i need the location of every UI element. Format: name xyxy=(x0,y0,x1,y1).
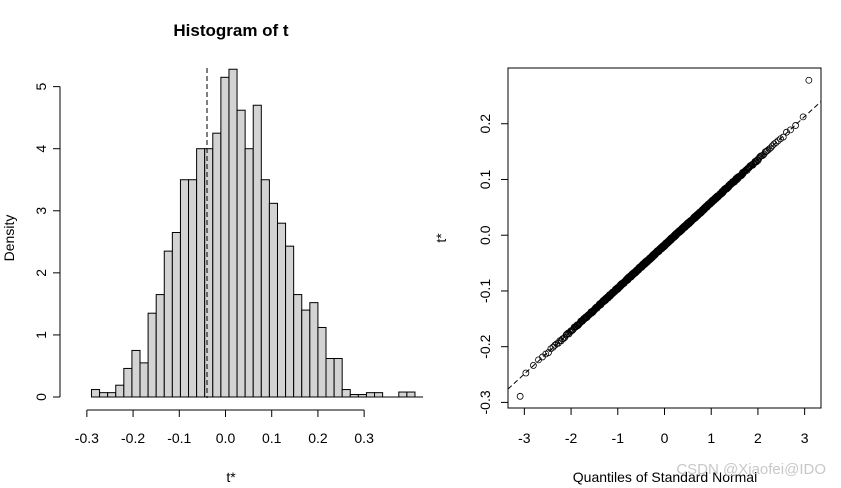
histogram-y-tick-label: 3 xyxy=(33,207,49,215)
histogram-bar xyxy=(163,250,173,398)
qq-x-tick-label: -3 xyxy=(518,430,531,446)
histogram-x-tick-label: 0.2 xyxy=(308,430,328,446)
histogram-bar xyxy=(147,312,157,398)
histogram-y-tick-label: 1 xyxy=(33,331,49,339)
qq-point xyxy=(759,151,767,159)
qq-y-tick-label: 0.1 xyxy=(477,170,493,190)
histogram-bar xyxy=(309,302,319,398)
histogram-panel: Histogram of t -0.3 -0.2 -0.1 0.0 0.1 0.2 0.3 … xyxy=(1,21,424,485)
qq-point xyxy=(560,334,568,342)
histogram-x-tick-label: -0.3 xyxy=(75,430,99,446)
histogram-bar xyxy=(293,294,303,398)
histogram-bar xyxy=(228,68,238,398)
histogram-bar xyxy=(325,358,335,398)
histogram-bar xyxy=(139,362,149,398)
histogram-y-tick-label: 4 xyxy=(33,145,49,153)
qq-point xyxy=(779,133,787,141)
qq-x-tick-label: 0 xyxy=(661,430,669,446)
histogram-bar xyxy=(398,391,408,398)
histogram-bar xyxy=(188,179,198,398)
qq-point xyxy=(770,140,778,148)
qq-point xyxy=(783,128,790,136)
qq-point xyxy=(516,392,524,400)
qq-point xyxy=(535,356,542,364)
histogram-y-tick-label: 0 xyxy=(33,393,49,401)
histogram-bar xyxy=(406,391,416,398)
histogram-bar xyxy=(333,358,343,398)
qq-x-tick-label: -1 xyxy=(612,430,625,446)
qq-point xyxy=(774,137,782,145)
qq-x-tick-label: -2 xyxy=(565,430,578,446)
qq-point xyxy=(549,343,557,351)
histogram-bar xyxy=(220,76,230,398)
histogram-bar xyxy=(131,349,141,398)
qq-plot-panel: -3 -2 -1 0 1 2 3 -0.3 -0.2 -0.1 0.0 0.1 0.2 Quantil… xyxy=(433,67,822,485)
qq-x-axis: -3 -2 -1 0 1 2 3 xyxy=(518,408,809,446)
histogram-bar xyxy=(244,148,254,398)
qq-plot-frame xyxy=(507,67,822,409)
histogram-x-tick-label: 0.3 xyxy=(354,430,374,446)
histogram-x-tick-label: -0.2 xyxy=(121,430,145,446)
qq-y-tick-label: -0.2 xyxy=(477,334,493,358)
histogram-y-tick-label: 2 xyxy=(33,269,49,277)
histogram-bar xyxy=(99,392,109,398)
qq-point xyxy=(545,349,552,356)
histogram-y-tick-label: 5 xyxy=(33,83,49,91)
histogram-title: Histogram of t xyxy=(173,21,289,40)
histogram-bar xyxy=(155,294,165,398)
histogram-y-label: Density xyxy=(1,215,17,262)
histogram-bar xyxy=(268,202,278,398)
qq-point xyxy=(792,122,800,129)
histogram-bar xyxy=(276,222,287,398)
qq-y-tick-label: -0.1 xyxy=(477,279,493,303)
qq-point xyxy=(799,113,807,121)
qq-x-tick-label: 3 xyxy=(801,430,809,446)
qq-point xyxy=(787,126,794,134)
qq-x-tick-label: 2 xyxy=(754,430,762,446)
histogram-bar xyxy=(115,384,125,398)
histogram-bar xyxy=(365,392,376,398)
qq-point xyxy=(547,345,555,353)
qq-x-label: Quantiles of Standard Normal xyxy=(573,469,757,485)
watermark: CSDN @Xiaofei@IDO xyxy=(676,461,826,478)
qq-y-tick-label: 0.0 xyxy=(477,225,493,245)
qq-y-tick-label: -0.3 xyxy=(477,390,493,414)
qq-y-label: t* xyxy=(433,233,449,243)
qq-x-tick-label: 1 xyxy=(707,430,715,446)
histogram-bar xyxy=(107,392,117,398)
histogram-bar xyxy=(301,309,311,398)
qq-point xyxy=(522,369,530,377)
qq-points xyxy=(516,76,813,400)
histogram-x-tick-label: -0.1 xyxy=(167,430,191,446)
histogram-bars xyxy=(90,68,424,398)
histogram-bar xyxy=(179,179,190,398)
qq-point xyxy=(529,362,537,369)
histogram-x-axis: -0.3 -0.2 -0.1 0.0 0.1 0.2 0.3 xyxy=(75,409,374,446)
qq-point xyxy=(557,337,565,345)
histogram-x-label: t* xyxy=(226,469,236,485)
histogram-bar xyxy=(171,232,181,398)
histogram-bar xyxy=(196,148,206,398)
qq-y-tick-label: 0.2 xyxy=(477,114,493,134)
histogram-bar xyxy=(341,389,351,398)
qq-point xyxy=(805,76,813,84)
qq-point xyxy=(767,144,775,152)
histogram-bar xyxy=(123,367,133,398)
histogram-bar xyxy=(252,104,262,398)
histogram-bar xyxy=(260,179,270,398)
histogram-bar xyxy=(317,326,327,398)
histogram-bar xyxy=(90,389,101,398)
qq-point xyxy=(772,139,780,147)
qq-point xyxy=(551,341,559,349)
histogram-y-axis: 0 1 2 3 4 5 xyxy=(33,83,61,401)
histogram-bar xyxy=(212,132,222,398)
qq-y-axis: -0.3 -0.2 -0.1 0.0 0.1 0.2 xyxy=(477,114,508,414)
histogram-bar xyxy=(204,148,214,398)
histogram-bar xyxy=(374,392,384,398)
histogram-x-tick-label: 0.1 xyxy=(262,430,282,446)
histogram-x-tick-label: 0.0 xyxy=(216,430,236,446)
histogram-bar xyxy=(285,245,295,398)
histogram-bar xyxy=(236,109,246,398)
